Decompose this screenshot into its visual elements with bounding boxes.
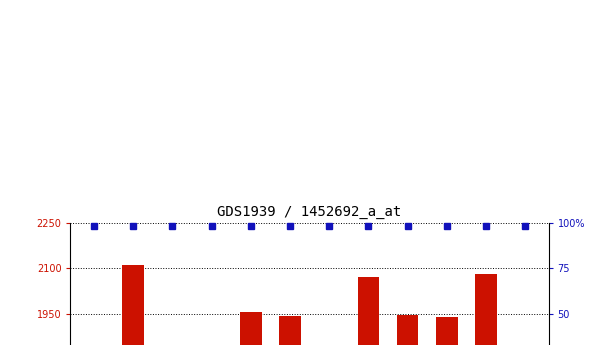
Bar	[279, 316, 301, 345]
Bar	[397, 315, 418, 345]
Bar	[357, 277, 379, 345]
Bar	[475, 274, 497, 345]
Bar	[436, 317, 457, 345]
Bar	[240, 313, 262, 345]
Title: GDS1939 / 1452692_a_at: GDS1939 / 1452692_a_at	[218, 205, 402, 219]
Bar	[123, 265, 144, 345]
